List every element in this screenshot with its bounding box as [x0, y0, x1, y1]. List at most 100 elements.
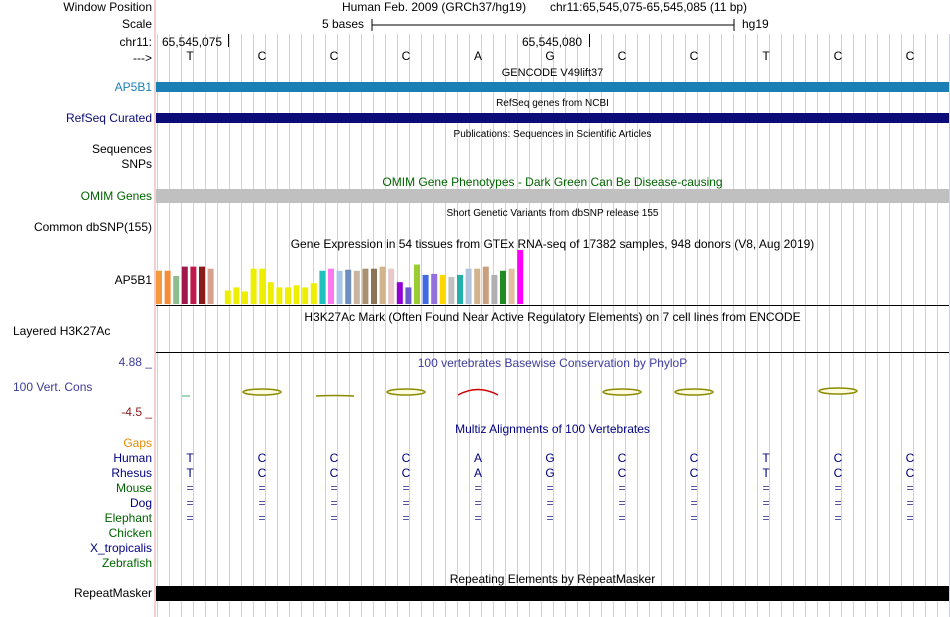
alignment-cell: = [474, 511, 482, 525]
gtex-tissue-bar [328, 268, 334, 304]
gtex-tissue-bar [457, 274, 463, 304]
gtex-tissue-bar [465, 268, 472, 304]
alignment-cell: = [546, 496, 554, 510]
alignment-cell: = [906, 496, 914, 510]
gtex-tissue-bar [474, 268, 481, 304]
alignment-cell: = [258, 511, 266, 525]
alignment-cell: = [186, 511, 194, 525]
gencode-gene-bar[interactable] [156, 82, 949, 92]
gtex-bar-chart[interactable] [156, 250, 556, 305]
alignment-cell: = [906, 511, 914, 525]
gtex-tissue-bar [517, 250, 524, 304]
cons-mark-4 [386, 388, 426, 396]
cons-mark-2 [242, 388, 282, 396]
cons-min-label: -4.5 _ [121, 405, 152, 419]
refseq-title: RefSeq genes from NCBI [496, 98, 609, 109]
omim-title: OMIM Gene Phenotypes - Dark Green Can Be… [382, 175, 723, 189]
window-position-label: Window Position [63, 0, 152, 14]
alignment-cell: C [617, 466, 627, 480]
gtex-tissue-bar [199, 266, 205, 304]
base-letter: C [401, 49, 411, 63]
repeat-bar[interactable] [156, 586, 949, 601]
gtex-tissue-bar [276, 287, 283, 304]
base-letter: T [762, 49, 770, 63]
gtex-tissue-bar [508, 268, 515, 304]
alignment-cell: = [330, 481, 338, 495]
alignment-cell: C [689, 466, 699, 480]
gtex-tissue-bar [336, 270, 343, 304]
base-letter: C [689, 49, 699, 63]
alignment-cell: C [905, 466, 915, 480]
omim-bar[interactable] [156, 189, 949, 203]
gtex-tissue-bar [302, 287, 309, 304]
species-label-rhesus[interactable]: Rhesus [111, 466, 152, 480]
gtex-label[interactable]: AP5B1 [114, 273, 152, 287]
h3k27ac-title: H3K27Ac Mark (Often Found Near Active Re… [304, 310, 801, 324]
cons-signal[interactable] [156, 384, 949, 404]
gtex-tissue-bar [259, 268, 266, 304]
gtex-tissue-bar [293, 285, 300, 304]
cons-mark-3 [315, 394, 355, 397]
alignment-cell: = [402, 481, 410, 495]
cons-label[interactable]: 100 Vert. Cons [13, 380, 93, 394]
gtex-tissue-bar [267, 282, 274, 304]
alignment-cell: T [186, 451, 194, 465]
gtex-tissue-bar [285, 287, 291, 304]
cons-mark-6 [602, 388, 642, 396]
repeat-label[interactable]: RepeatMasker [73, 586, 152, 600]
gtex-tissue-bar [250, 268, 257, 304]
species-label-x_tropicalis[interactable]: X_tropicalis [89, 541, 152, 555]
gtex-bottom-border [156, 305, 949, 306]
species-label-zebrafish[interactable]: Zebrafish [101, 556, 152, 570]
species-label-dog[interactable]: Dog [129, 496, 152, 510]
gtex-tissue-bar [362, 268, 369, 304]
omim-label[interactable]: OMIM Genes [80, 189, 152, 203]
gtex-tissue-bar [353, 270, 360, 304]
species-label-mouse[interactable]: Mouse [115, 481, 152, 495]
scale-bar [371, 19, 735, 31]
gtex-tissue-bar [190, 266, 197, 304]
alignment-cell: = [330, 511, 338, 525]
refseq-gene-bar[interactable] [156, 113, 949, 123]
alignment-cell: = [618, 496, 626, 510]
sequences-label[interactable]: Sequences [91, 142, 152, 156]
alignment-cell: G [545, 466, 555, 480]
gtex-tissue-bar [207, 268, 214, 304]
repeat-title: Repeating Elements by RepeatMasker [449, 572, 656, 586]
species-label-chicken[interactable]: Chicken [108, 526, 152, 540]
species-label-elephant[interactable]: Elephant [104, 511, 152, 525]
alignment-cell: C [905, 451, 915, 465]
cons-mark-8 [818, 387, 858, 395]
alignment-cell: C [329, 466, 339, 480]
base-letter: C [257, 49, 267, 63]
h3k27ac-label[interactable]: Layered H3K27Ac [13, 324, 111, 338]
alignment-cell: = [186, 496, 194, 510]
strand-arrow: ---> [133, 51, 152, 65]
alignment-cell: = [618, 481, 626, 495]
alignment-cell: = [474, 481, 482, 495]
gtex-tissue-bar [242, 291, 248, 304]
dbsnp-label[interactable]: Common dbSNP(155) [33, 220, 152, 234]
gtex-tissue-bar [431, 273, 438, 304]
snps-label[interactable]: SNPs [121, 157, 152, 171]
alignment-cell: = [762, 481, 770, 495]
gencode-title: GENCODE V49lift37 [501, 67, 604, 79]
alignment-cell: = [618, 511, 626, 525]
alignment-cell: = [834, 496, 842, 510]
gtex-tissue-bar [396, 282, 403, 304]
alignment-cell: = [834, 511, 842, 525]
scale-text: 5 bases [322, 17, 365, 31]
gaps-label[interactable]: Gaps [123, 436, 152, 450]
position-text: chr11:65,545,075-65,545,085 (11 bp) [550, 0, 748, 14]
refseq-label[interactable]: RefSeq Curated [65, 111, 152, 125]
base-letter: A [473, 49, 482, 63]
base-letter: C [329, 49, 339, 63]
gencode-gene-label[interactable]: AP5B1 [114, 80, 152, 94]
scale-db: hg19 [742, 17, 769, 31]
gtex-tissue-bar [422, 274, 429, 304]
alignment-cell: = [690, 481, 698, 495]
alignment-cell: C [833, 466, 843, 480]
species-label-human[interactable]: Human [113, 451, 152, 465]
coord-2-tick [589, 34, 590, 47]
